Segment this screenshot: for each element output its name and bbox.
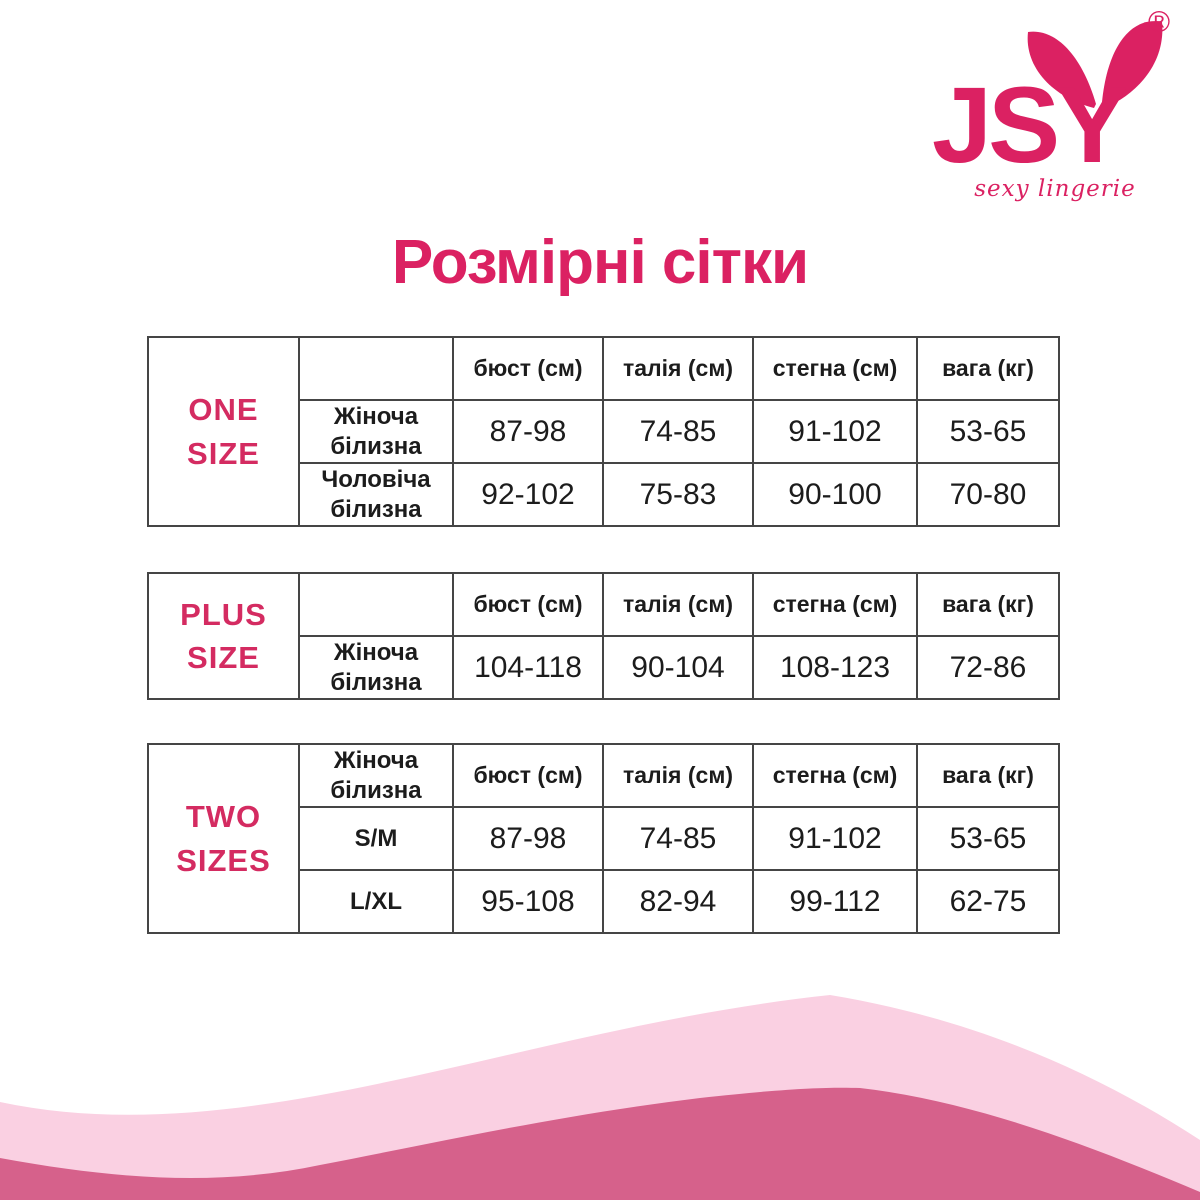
value-cell: 82-94 <box>602 869 754 934</box>
table-row: Жіноча білизна 87-98 74-85 91-102 53-65 <box>148 399 1060 464</box>
corner-cell <box>298 572 454 637</box>
size-group-line: SIZE <box>187 435 260 471</box>
column-header-weight: вага (кг) <box>916 572 1060 637</box>
size-group-line: ONE <box>188 392 259 428</box>
brand-wordmark: JSY <box>932 64 1127 180</box>
size-group-label: TWO SIZES <box>147 743 300 934</box>
two-sizes-table: TWO SIZES Жіноча білизна бюст (см) талія… <box>147 743 1060 934</box>
header-row: PLUS SIZE бюст (см) талія (см) стегна (с… <box>147 572 1060 700</box>
decorative-waves <box>0 995 1200 1200</box>
size-group-line: PLUS <box>180 596 267 632</box>
page-title: Розмірні сітки <box>391 228 809 297</box>
value-cell: 72-86 <box>916 635 1060 700</box>
leaf-left-icon <box>1027 31 1096 108</box>
one-size-table: ONE SIZE бюст (см) талія (см) стегна (см… <box>147 336 1060 527</box>
table-row: L/XL 95-108 82-94 99-112 62-75 <box>148 869 1060 934</box>
value-cell: 90-104 <box>602 635 754 700</box>
column-header-waist: талія (см) <box>602 336 754 401</box>
column-header-hips: стегна (см) <box>752 572 918 637</box>
wave-dark <box>0 1087 1200 1200</box>
column-header-waist: талія (см) <box>602 743 754 808</box>
row-label: Жіноча білизна <box>298 635 454 700</box>
registered-trademark-icon: ® <box>1148 6 1171 39</box>
value-cell: 91-102 <box>752 399 918 464</box>
column-header-weight: вага (кг) <box>916 336 1060 401</box>
value-cell: 104-118 <box>452 635 604 700</box>
value-cell: 95-108 <box>452 869 604 934</box>
brand-tagline: sexy lingerie <box>974 176 1136 202</box>
plus-size-table: PLUS SIZE бюст (см) талія (см) стегна (с… <box>147 572 1060 700</box>
column-header-bust: бюст (см) <box>452 336 604 401</box>
leaf-right-icon <box>1102 21 1163 108</box>
size-group-line: SIZE <box>187 640 260 675</box>
corner-cell: Жіноча білизна <box>298 743 454 808</box>
value-cell: 90-100 <box>752 462 918 527</box>
value-cell: 53-65 <box>916 806 1060 871</box>
table-row: S/M 87-98 74-85 91-102 53-65 <box>148 806 1060 871</box>
value-cell: 75-83 <box>602 462 754 527</box>
table-row: Чоловіча білизна 92-102 75-83 90-100 70-… <box>148 462 1060 527</box>
value-cell: 87-98 <box>452 806 604 871</box>
value-cell: 92-102 <box>452 462 604 527</box>
value-cell: 91-102 <box>752 806 918 871</box>
size-group-label: PLUS SIZE <box>147 572 300 700</box>
column-header-hips: стегна (см) <box>752 336 918 401</box>
size-group-label: ONE SIZE <box>147 336 300 527</box>
row-label: Жіноча білизна <box>298 399 454 464</box>
value-cell: 87-98 <box>452 399 604 464</box>
value-cell: 74-85 <box>602 806 754 871</box>
column-header-hips: стегна (см) <box>752 743 918 808</box>
row-label: S/M <box>298 806 454 871</box>
corner-cell <box>298 336 454 401</box>
header-row: ONE SIZE бюст (см) талія (см) стегна (см… <box>147 336 1060 527</box>
value-cell: 53-65 <box>916 399 1060 464</box>
value-cell: 74-85 <box>602 399 754 464</box>
header-row: TWO SIZES Жіноча білизна бюст (см) талія… <box>147 743 1060 934</box>
brand-logo: JSY ® sexy lingerie <box>930 8 1180 203</box>
value-cell: 108-123 <box>752 635 918 700</box>
column-header-bust: бюст (см) <box>452 743 604 808</box>
size-group-line: TWO <box>185 799 262 835</box>
column-header-bust: бюст (см) <box>452 572 604 637</box>
table-row: Жіноча білизна 104-118 90-104 108-123 72… <box>148 635 1060 700</box>
column-header-waist: талія (см) <box>602 572 754 637</box>
value-cell: 62-75 <box>916 869 1060 934</box>
size-group-line: SIZES <box>176 842 271 878</box>
value-cell: 70-80 <box>916 462 1060 527</box>
row-label: Чоловіча білизна <box>298 462 454 527</box>
value-cell: 99-112 <box>752 869 918 934</box>
column-header-weight: вага (кг) <box>916 743 1060 808</box>
row-label: L/XL <box>298 869 454 934</box>
jsy-logo-icon: JSY <box>932 21 1163 180</box>
